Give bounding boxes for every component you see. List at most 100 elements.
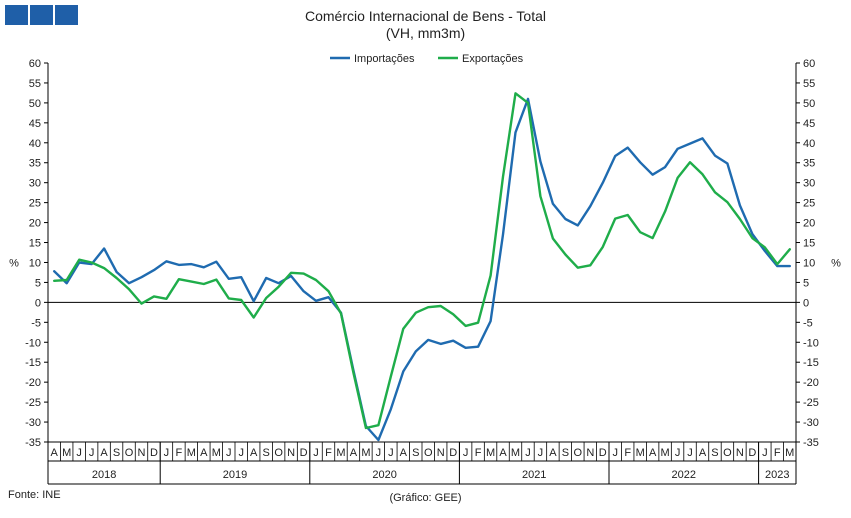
- y-tick-label-right: -30: [803, 417, 819, 429]
- chart-title-block: Comércio Internacional de Bens - Total (…: [0, 8, 851, 42]
- y-tick-label-left: -25: [25, 397, 41, 409]
- x-tick-label: J: [313, 447, 319, 459]
- y-tick-label-right: 25: [803, 198, 815, 210]
- x-tick-label: S: [113, 447, 120, 459]
- logo-square: [30, 5, 53, 25]
- y-tick-label-right: 35: [803, 158, 815, 170]
- x-tick-label: J: [525, 447, 531, 459]
- x-tick-label: D: [150, 447, 158, 459]
- x-tick-label: D: [449, 447, 457, 459]
- legend-label: Exportações: [462, 53, 524, 65]
- x-tick-label: A: [250, 447, 258, 459]
- x-tick-label: M: [486, 447, 495, 459]
- chart-subtitle: (VH, mm3m): [385, 25, 466, 41]
- y-tick-label-right: -35: [803, 437, 819, 449]
- x-tick-label: J: [538, 447, 544, 459]
- x-tick-label: M: [785, 447, 794, 459]
- x-tick-label: J: [76, 447, 82, 459]
- x-tick-label: A: [549, 447, 557, 459]
- y-tick-label-left: -30: [25, 417, 41, 429]
- x-tick-label: N: [586, 447, 594, 459]
- x-tick-label: O: [125, 447, 134, 459]
- chart-title: Comércio Internacional de Bens - Total: [305, 8, 546, 24]
- x-tick-label: J: [226, 447, 232, 459]
- y-tick-label-left: 0: [35, 297, 41, 309]
- y-tick-label-left: 50: [29, 98, 41, 110]
- y-tick-label-right: -5: [803, 317, 813, 329]
- logo: [5, 5, 78, 25]
- year-label: 2022: [672, 469, 696, 481]
- y-tick-label-left: 20: [29, 218, 41, 230]
- y-tick-label-right: 55: [803, 78, 815, 90]
- y-tick-label-left: -20: [25, 377, 41, 389]
- x-tick-label: D: [599, 447, 607, 459]
- x-tick-label: D: [748, 447, 756, 459]
- y-tick-label-left: 30: [29, 178, 41, 190]
- x-tick-label: J: [388, 447, 394, 459]
- x-tick-label: S: [562, 447, 569, 459]
- y-tick-label-right: 40: [803, 138, 815, 150]
- x-tick-label: J: [675, 447, 681, 459]
- y-tick-label-left: 25: [29, 198, 41, 210]
- x-tick-label: J: [687, 447, 693, 459]
- x-tick-label: F: [624, 447, 631, 459]
- x-tick-label: N: [437, 447, 445, 459]
- y-tick-label-right: 15: [803, 238, 815, 250]
- y-tick-label-right: 10: [803, 257, 815, 269]
- x-tick-label: J: [164, 447, 170, 459]
- year-label: 2018: [92, 469, 116, 481]
- y-tick-label-right: 30: [803, 178, 815, 190]
- x-tick-label: O: [274, 447, 283, 459]
- y-tick-label-left: 35: [29, 158, 41, 170]
- y-tick-label-left: -10: [25, 337, 41, 349]
- x-tick-label: A: [649, 447, 657, 459]
- x-tick-label: J: [612, 447, 618, 459]
- x-tick-label: J: [762, 447, 768, 459]
- year-label: 2021: [522, 469, 546, 481]
- x-tick-label: F: [475, 447, 482, 459]
- series-line-exportaes: [53, 92, 791, 430]
- x-tick-label: A: [499, 447, 507, 459]
- x-tick-label: M: [62, 447, 71, 459]
- y-tick-label-left: 55: [29, 78, 41, 90]
- x-tick-label: F: [774, 447, 781, 459]
- x-tick-label: N: [736, 447, 744, 459]
- x-tick-label: M: [636, 447, 645, 459]
- y-tick-label-right: 0: [803, 297, 809, 309]
- x-tick-label: O: [424, 447, 433, 459]
- y-tick-label-left: 10: [29, 257, 41, 269]
- y-tick-label-right: -25: [803, 397, 819, 409]
- y-tick-label-right: 20: [803, 218, 815, 230]
- x-tick-label: A: [100, 447, 108, 459]
- x-tick-label: A: [51, 447, 59, 459]
- y-tick-label-left: -5: [31, 317, 41, 329]
- x-tick-label: M: [361, 447, 370, 459]
- y-tick-label-right: 60: [803, 58, 815, 70]
- x-tick-label: S: [711, 447, 718, 459]
- x-tick-label: M: [187, 447, 196, 459]
- x-tick-label: O: [574, 447, 583, 459]
- y-axis-label-right: %: [831, 257, 841, 269]
- y-tick-label-right: -20: [803, 377, 819, 389]
- x-tick-label: F: [176, 447, 183, 459]
- y-tick-label-left: 40: [29, 138, 41, 150]
- y-tick-label-left: 15: [29, 238, 41, 250]
- x-tick-label: N: [138, 447, 146, 459]
- x-tick-label: A: [200, 447, 208, 459]
- y-tick-label-left: 5: [35, 277, 41, 289]
- y-tick-label-left: -35: [25, 437, 41, 449]
- x-tick-label: M: [661, 447, 670, 459]
- legend-label: Importações: [354, 53, 415, 65]
- x-tick-label: S: [412, 447, 419, 459]
- y-tick-label-right: -10: [803, 337, 819, 349]
- year-label: 2023: [765, 469, 789, 481]
- y-tick-label-left: 45: [29, 118, 41, 130]
- x-tick-label: J: [238, 447, 244, 459]
- x-tick-label: O: [723, 447, 732, 459]
- y-tick-label-left: 60: [29, 58, 41, 70]
- x-tick-label: A: [400, 447, 408, 459]
- x-tick-label: J: [376, 447, 382, 459]
- x-tick-label: M: [212, 447, 221, 459]
- logo-square: [5, 5, 28, 25]
